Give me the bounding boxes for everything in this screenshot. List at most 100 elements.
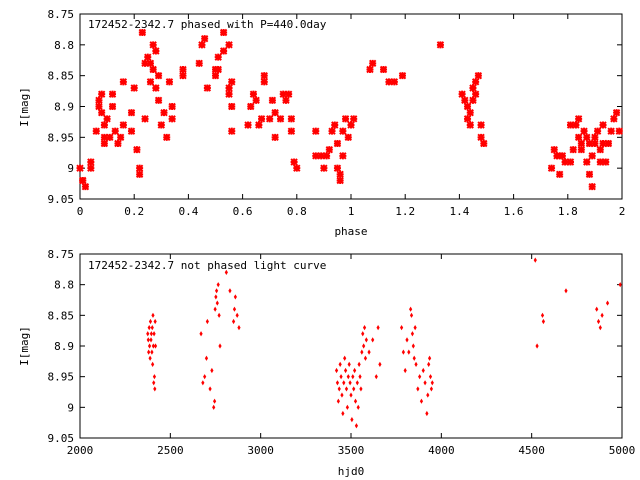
data-points [146,257,622,429]
data-point [146,331,150,337]
data-point [198,41,206,49]
data-point [547,164,556,172]
data-point [595,306,599,312]
data-point [356,404,360,410]
data-point [92,127,100,135]
data-point [228,127,236,135]
data-point [179,71,187,80]
data-point [149,65,157,74]
data-point [596,145,605,154]
y-tick-label: 8.95 [48,371,75,384]
data-point [76,164,84,172]
data-point [100,139,109,148]
data-point [416,386,420,392]
data-point [333,164,342,172]
data-point [216,282,220,288]
data-point [338,361,342,367]
data-point [351,374,355,380]
data-point [477,133,485,142]
data-point [203,84,212,92]
data-point [244,121,252,129]
data-point [217,312,221,318]
data-point [214,65,222,74]
data-point [152,331,156,337]
y-tick-label: 8.8 [54,279,74,292]
data-point [336,398,340,404]
data-point [345,404,349,410]
data-point [260,78,268,86]
data-point [358,374,362,380]
data-point [336,176,344,185]
data-point [214,294,218,300]
data-point [346,374,350,380]
data-point [151,343,155,349]
data-point [550,145,558,154]
y-tick-label: 8.9 [54,101,74,114]
data-point [426,392,430,398]
data-point [343,355,347,361]
data-point [572,121,580,129]
data-point [593,127,602,135]
data-point [363,355,368,361]
x-tick-label: 0.6 [233,205,253,218]
data-point [398,71,407,80]
data-point [596,158,605,166]
data-point [354,423,359,429]
data-point [596,318,601,325]
data-point [160,108,168,117]
data-point [466,108,474,117]
data-point [331,121,339,129]
data-point [247,102,255,111]
data-point [423,380,427,386]
data-point [100,121,109,129]
data-point [612,108,621,117]
data-point [237,325,241,331]
data-point [347,121,355,129]
data-point [146,59,155,68]
data-point [130,84,138,92]
data-point [154,71,163,80]
data-point [127,108,136,117]
data-point [607,127,615,135]
data-point [477,121,485,129]
data-point [436,41,445,49]
data-point [228,288,232,294]
data-point [204,355,209,361]
data-point [81,182,90,191]
data-point [252,96,260,105]
data-point [147,349,151,355]
data-point [598,325,602,331]
data-point [97,108,106,117]
data-point [401,349,405,355]
data-point [212,398,217,404]
chart-title: 172452-2342.7 not phased light curve [88,259,326,272]
data-point [405,337,409,343]
data-point [357,361,361,367]
data-point [378,361,382,367]
data-point [205,318,209,325]
data-point [418,374,422,380]
data-point [208,386,212,392]
data-point [340,392,344,398]
data-point [409,312,414,318]
data-point [469,96,477,105]
data-point [149,337,153,343]
data-point [249,90,258,98]
y-tick-label: 8.75 [48,8,75,21]
data-point [390,78,399,86]
y-tick-label: 8.9 [54,340,74,353]
data-point [577,145,586,154]
data-point [271,133,279,142]
data-point [463,115,472,123]
data-point [411,343,415,349]
data-point [179,65,187,74]
data-point [591,133,599,142]
data-point [337,386,341,392]
data-point [335,380,340,386]
data-point [97,90,106,98]
data-point [561,158,569,166]
data-point [350,417,354,423]
data-point [364,337,368,343]
data-point [348,380,352,386]
data-point [144,53,152,61]
